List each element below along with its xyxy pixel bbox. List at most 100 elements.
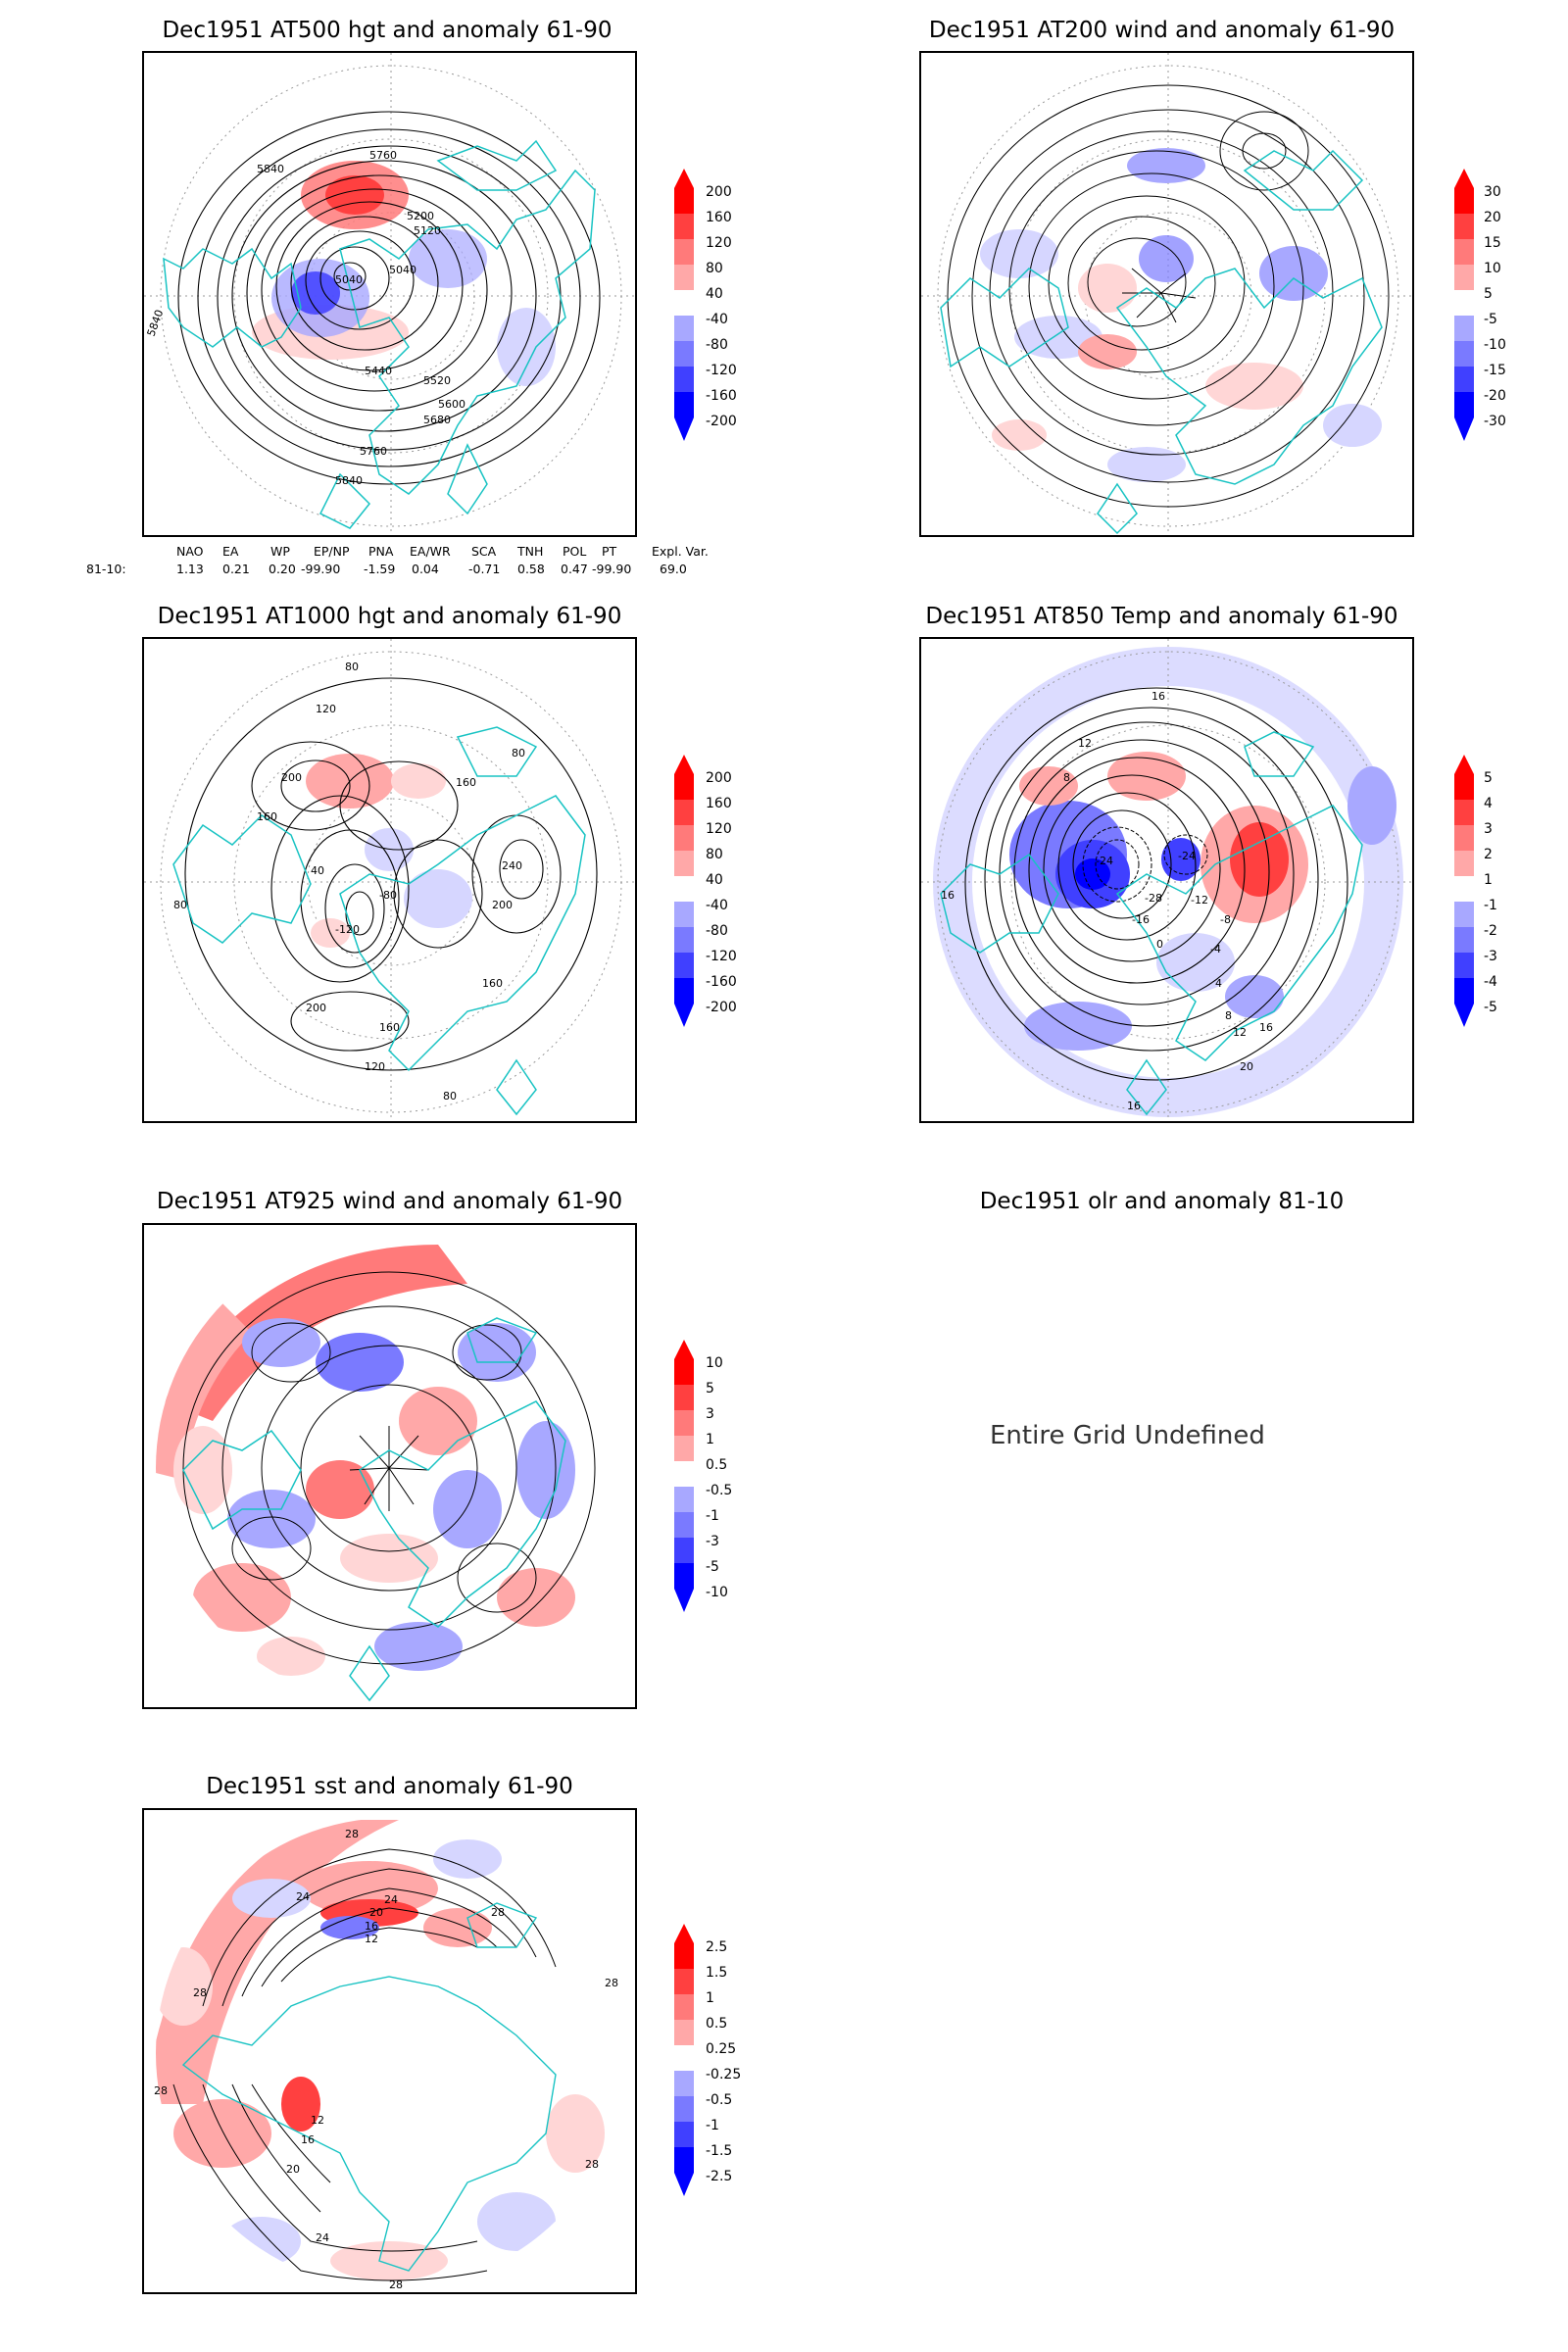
contour-label: -8 — [1220, 913, 1231, 926]
index-header: EA — [222, 544, 239, 559]
cbar-label: 15 — [1484, 235, 1501, 251]
contour-label: 8 — [1063, 771, 1070, 784]
cbar-label: -15 — [1484, 363, 1506, 378]
cbar-label: -2 — [1484, 923, 1497, 939]
cbar-label: 10 — [706, 1355, 723, 1371]
cbar-label: 20 — [1484, 210, 1501, 225]
cbar-label: 0.5 — [706, 1457, 728, 1473]
cbar-label: 3 — [1484, 821, 1493, 837]
panel-title-sst: Dec1951 sst and anomaly 61-90 — [206, 1774, 573, 1799]
cbar-label: -200 — [706, 1000, 737, 1015]
cbar-label: -80 — [706, 923, 728, 939]
cbar-label: 200 — [706, 184, 732, 200]
cbar-label: 120 — [706, 821, 732, 837]
cbar-label: -1 — [706, 1508, 719, 1524]
contour-label: 28 — [193, 1986, 207, 1999]
contour-label: -4 — [1210, 943, 1221, 956]
index-value: 0.20 — [269, 562, 296, 576]
contour-label: 200 — [281, 771, 302, 784]
index-header: POL — [563, 544, 587, 559]
map-frame-sst: 28 24 28 24 20 16 12 28 28 28 20 16 12 2… — [142, 1808, 637, 2294]
contour-label: 4 — [1215, 977, 1222, 990]
contour-label: -12 — [1191, 894, 1208, 906]
contour-label: 8 — [1225, 1009, 1232, 1022]
colorbar-sst — [674, 1924, 694, 2196]
cbar-label: -0.5 — [706, 1483, 733, 1498]
cbar-label: -160 — [706, 388, 737, 404]
map-at925 — [156, 1233, 626, 1703]
contour-label: 80 — [173, 899, 187, 911]
cbar-label: 5 — [1484, 770, 1493, 786]
contour-label: 80 — [443, 1090, 457, 1102]
cbar-label: 1.5 — [706, 1965, 728, 1981]
cbar-label: -10 — [1484, 337, 1506, 353]
contour-label: 5200 — [407, 210, 434, 222]
contour-label: 16 — [1259, 1021, 1273, 1034]
contour-label: 20 — [1240, 1060, 1253, 1073]
contour-label: 5600 — [438, 398, 466, 411]
index-value: 0.21 — [222, 562, 250, 576]
cbar-label: 40 — [706, 872, 723, 888]
cbar-label: 30 — [1484, 184, 1501, 200]
contour-label: 12 — [1078, 737, 1092, 750]
cbar-label: -40 — [706, 898, 728, 913]
cbar-label: -200 — [706, 414, 737, 429]
contour-label: 28 — [585, 2158, 599, 2171]
panel-title-at850: Dec1951 AT850 Temp and anomaly 61-90 — [925, 604, 1398, 629]
map-at200 — [921, 53, 1412, 535]
map-frame-at200 — [919, 51, 1414, 537]
contour-label: 24 — [316, 2231, 329, 2244]
contour-label: 20 — [286, 2163, 300, 2176]
contour-label: 80 — [512, 747, 525, 760]
contour-label: 16 — [301, 2133, 315, 2146]
cbar-label: 2.5 — [706, 1939, 728, 1955]
map-at850: 16 12 8 -24 -24 -28 -16 -12 -8 -4 0 4 8 … — [921, 639, 1412, 1121]
colorbar-at850 — [1454, 755, 1474, 1027]
cbar-label: -4 — [1484, 974, 1497, 990]
map-at500: 5760 5840 5200 5120 5040 5040 5440 5520 … — [144, 53, 635, 535]
index-header: NAO — [176, 544, 204, 559]
index-header: WP — [270, 544, 290, 559]
contour-label: -80 — [379, 889, 397, 902]
cbar-label: -30 — [1484, 414, 1506, 429]
contour-label: -28 — [1145, 892, 1162, 905]
contour-label: 160 — [482, 977, 503, 990]
index-value: 0.47 — [561, 562, 588, 576]
contour-label: 200 — [492, 899, 513, 911]
contour-label: 200 — [306, 1002, 326, 1014]
contour-label: 24 — [384, 1893, 398, 1906]
index-header: SCA — [471, 544, 497, 559]
cbar-label: 1 — [1484, 872, 1493, 888]
contour-label: 5760 — [369, 149, 397, 162]
contour-label: 40 — [311, 864, 324, 877]
contour-label: 5840 — [145, 308, 167, 338]
cbar-label: -1.5 — [706, 2143, 733, 2159]
index-value: -99.90 — [301, 562, 341, 576]
contour-label: 120 — [316, 703, 336, 715]
contour-label: 0 — [1156, 938, 1163, 951]
index-header: PNA — [368, 544, 394, 559]
cbar-label: 1 — [706, 1990, 714, 2006]
cbar-label: -0.25 — [706, 2067, 742, 2082]
cbar-label: 5 — [1484, 286, 1493, 302]
cbar-label: 120 — [706, 235, 732, 251]
contour-label: 28 — [154, 2084, 168, 2097]
cbar-label: 3 — [706, 1406, 714, 1422]
contour-label: -24 — [1178, 850, 1196, 862]
cbar-label: 160 — [706, 210, 732, 225]
map-frame-at925 — [142, 1223, 637, 1709]
contour-label: 5440 — [365, 365, 392, 377]
contour-label: 120 — [365, 1060, 385, 1073]
contour-label: 20 — [369, 1906, 383, 1919]
index-value: 1.13 — [176, 562, 204, 576]
index-value: -99.90 — [592, 562, 632, 576]
contour-label: 28 — [605, 1977, 618, 1989]
cbar-label: 0.25 — [706, 2041, 737, 2057]
panel-title-at925: Dec1951 AT925 wind and anomaly 61-90 — [156, 1189, 623, 1214]
map-frame-at1000: 80 120 200 160 80 160 40 -120 -80 240 20… — [142, 637, 637, 1123]
cbar-label: -40 — [706, 312, 728, 327]
cbar-label: -120 — [706, 363, 737, 378]
map-frame-at850: 16 12 8 -24 -24 -28 -16 -12 -8 -4 0 4 8 … — [919, 637, 1414, 1123]
contour-label: 5680 — [423, 414, 451, 426]
cbar-label: 10 — [1484, 261, 1501, 276]
